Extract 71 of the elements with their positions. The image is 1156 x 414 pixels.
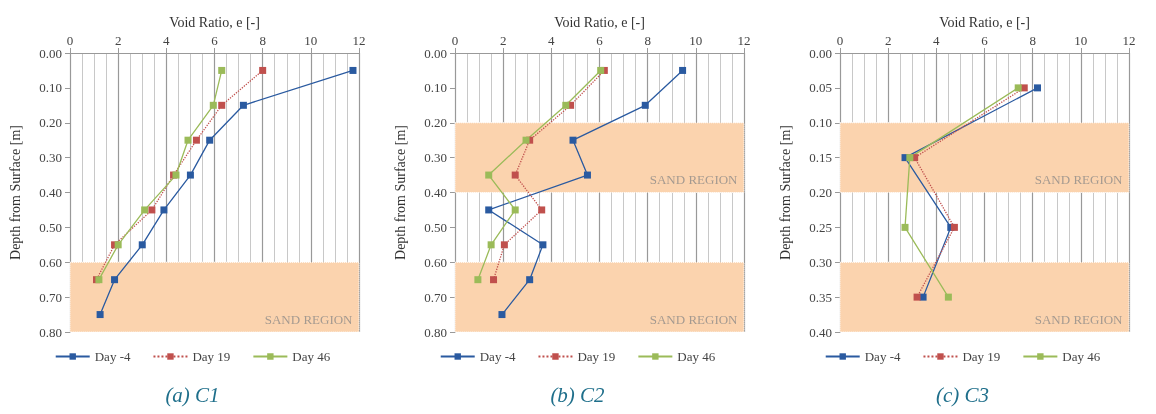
y-tick-label: 0.20 xyxy=(424,115,447,131)
legend-label: Day 19 xyxy=(192,349,231,364)
x-tick-label: 6 xyxy=(981,33,989,48)
y-tick-label: 0.10 xyxy=(39,80,62,96)
y-axis-title: Depth from Surface [m] xyxy=(392,125,408,260)
y-tick-label: 0.20 xyxy=(809,185,832,200)
y-tick-label: 0.00 xyxy=(39,45,62,61)
x-tick-label: 6 xyxy=(211,33,219,48)
text: (a) C1 xyxy=(165,382,220,407)
legend-label: Day -4 xyxy=(864,349,901,364)
y-tick-label: 0.15 xyxy=(809,150,832,166)
y-tick-label: 0.50 xyxy=(39,219,62,235)
x-tick-label: 0 xyxy=(66,33,74,48)
y-tick-label: 0.40 xyxy=(424,185,447,200)
text: (c) C3 xyxy=(935,382,990,407)
x-tick-label: 0 xyxy=(451,33,459,48)
y-tick-label: 0.00 xyxy=(809,45,832,61)
x-tick-label: 10 xyxy=(1074,33,1088,48)
legend-label: Day 46 xyxy=(677,349,716,364)
band-label: SAND REGION xyxy=(1034,311,1124,327)
x-tick-label: 2 xyxy=(499,33,507,48)
x-axis-title: Void Ratio, e [-] xyxy=(169,14,260,30)
legend-label: Day 19 xyxy=(577,349,616,364)
y-axis-title: Depth from Surface [m] xyxy=(777,125,793,260)
legend-label: Day 46 xyxy=(1062,349,1101,364)
y-tick-label: 0.60 xyxy=(424,254,447,270)
band-label: SAND REGION xyxy=(649,172,739,187)
y-tick-label: 0.10 xyxy=(424,80,447,96)
x-tick-label: 12 xyxy=(737,33,751,48)
y-tick-label: 0.30 xyxy=(809,254,832,270)
y-tick-label: 0.30 xyxy=(424,150,447,166)
x-tick-label: 10 xyxy=(689,33,703,48)
y-tick-label: 0.25 xyxy=(809,219,832,235)
x-axis-title: Void Ratio, e [-] xyxy=(554,14,645,30)
legend-label: Day -4 xyxy=(94,349,131,364)
legend-label: Day 19 xyxy=(962,349,1001,364)
x-tick-label: 8 xyxy=(644,33,651,48)
x-tick-label: 6 xyxy=(596,33,604,48)
y-tick-label: 0.50 xyxy=(424,219,447,235)
y-tick-label: 0.10 xyxy=(809,115,832,131)
band-label: SAND REGION xyxy=(1034,172,1124,187)
y-tick-label: 0.70 xyxy=(424,289,447,305)
y-tick-label: 0.60 xyxy=(39,254,62,270)
x-tick-label: 2 xyxy=(114,33,122,48)
y-tick-label: 0.30 xyxy=(39,150,62,166)
x-tick-label: 4 xyxy=(548,33,556,48)
text: (b) C2 xyxy=(550,382,606,407)
band-label: SAND REGION xyxy=(264,311,354,327)
y-tick-label: 0.20 xyxy=(39,115,62,131)
band-label: SAND REGION xyxy=(649,311,739,327)
x-tick-label: 2 xyxy=(884,33,892,48)
y-tick-label: 0.40 xyxy=(39,185,62,200)
x-axis-title: Void Ratio, e [-] xyxy=(939,14,1030,30)
y-tick-label: 0.80 xyxy=(39,324,62,340)
y-tick-label: 0.70 xyxy=(39,289,62,305)
x-tick-label: 4 xyxy=(933,33,941,48)
x-tick-label: 4 xyxy=(163,33,171,48)
y-axis-title: Depth from Surface [m] xyxy=(7,125,23,260)
x-tick-label: 12 xyxy=(1122,33,1136,48)
x-tick-label: 12 xyxy=(352,33,366,48)
x-tick-label: 8 xyxy=(259,33,266,48)
legend-label: Day -4 xyxy=(479,349,516,364)
y-tick-label: 0.40 xyxy=(809,324,832,340)
x-tick-label: 8 xyxy=(1029,33,1036,48)
y-tick-label: 0.80 xyxy=(424,324,447,340)
y-tick-label: 0.00 xyxy=(424,45,447,61)
x-tick-label: 0 xyxy=(836,33,844,48)
x-tick-label: 10 xyxy=(304,33,318,48)
legend-label: Day 46 xyxy=(292,349,331,364)
y-tick-label: 0.05 xyxy=(809,80,832,96)
y-tick-label: 0.35 xyxy=(809,289,832,305)
